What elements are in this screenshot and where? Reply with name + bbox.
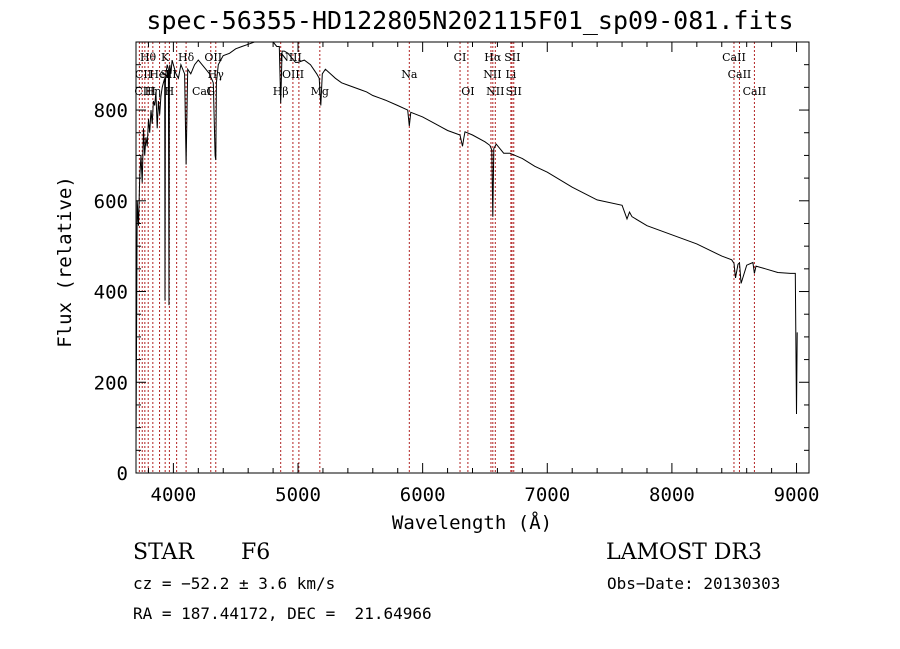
spectral-line-label: OIII	[282, 68, 304, 81]
chart-title: spec-56355-HD122805N202115F01_sp09-081.f…	[146, 6, 794, 35]
spectral-line-label: Na	[401, 68, 418, 81]
spectral-line-label: CIII	[134, 85, 155, 98]
spectral-line-markers	[138, 42, 755, 473]
spectral-line-labels: HθCIICIIIHηHeIKSIIHHδCaIOIIHγGNIIIOIIIHβ…	[134, 51, 766, 98]
x-tick-label: 7000	[524, 484, 570, 506]
x-tick-label: 9000	[774, 484, 820, 506]
spectral-line-label: CaII	[743, 85, 767, 98]
spectral-line-label: CaII	[722, 51, 746, 64]
spectral-line-label: CII	[135, 68, 152, 81]
spectral-line-label: Li	[505, 68, 516, 81]
x-axis-label: Wavelength (Å)	[392, 511, 552, 534]
spectral-line-label: Hη	[145, 85, 161, 98]
y-axis-label: Flux (relative)	[54, 176, 76, 348]
spectral-line-label: HeI	[149, 68, 169, 81]
spectral-line-label: Hγ	[208, 68, 225, 81]
spectral-line-label: NII	[483, 68, 501, 81]
redshift-velocity: cz = −52.2 ± 3.6 km/s	[133, 574, 336, 593]
y-tick-label: 200	[94, 372, 128, 394]
x-tick-label: 8000	[649, 484, 695, 506]
spectral-line-label: CaI	[192, 85, 211, 98]
y-tick-label: 400	[94, 282, 128, 304]
spectral-line-label: Hδ	[178, 51, 195, 64]
spectral-line-label: SII	[506, 85, 522, 98]
spectral-line-label: OI	[461, 85, 474, 98]
x-tick-label: 5000	[275, 484, 321, 506]
spectral-line-label: G	[206, 85, 215, 98]
coordinates: RA = 187.44172, DEC = 21.64966	[133, 604, 432, 623]
spectral-line-label: Hθ	[140, 51, 157, 64]
observation-date: Obs−Date: 20130303	[607, 574, 781, 593]
spectral-line-label: Hα	[484, 51, 502, 64]
y-tick-label: 800	[94, 100, 128, 122]
spectral-line-label: NII	[486, 85, 504, 98]
y-axis-ticks: 0 200 400 600 800	[94, 41, 809, 485]
spectral-line-label: OII	[204, 51, 222, 64]
x-tick-label: 6000	[400, 484, 446, 506]
spectral-line-label: K	[161, 51, 170, 64]
spectral-line-label: NIII	[279, 51, 302, 64]
spectrum-series-line	[135, 41, 798, 451]
y-tick-label: 0	[117, 463, 128, 485]
y-tick-label: 600	[94, 191, 128, 213]
spectral-line-label: CI	[454, 51, 467, 64]
spectral-line-label: SII	[504, 51, 520, 64]
spectral-line-label: CaII	[728, 68, 752, 81]
x-axis-ticks: 4000 5000 6000 7000 8000 9000	[147, 42, 820, 506]
object-subclass: F6	[241, 540, 271, 565]
x-tick-label: 4000	[151, 484, 197, 506]
plot-frame	[135, 41, 810, 474]
object-type: STAR	[133, 540, 194, 565]
survey-name: LAMOST DR3	[606, 540, 762, 565]
